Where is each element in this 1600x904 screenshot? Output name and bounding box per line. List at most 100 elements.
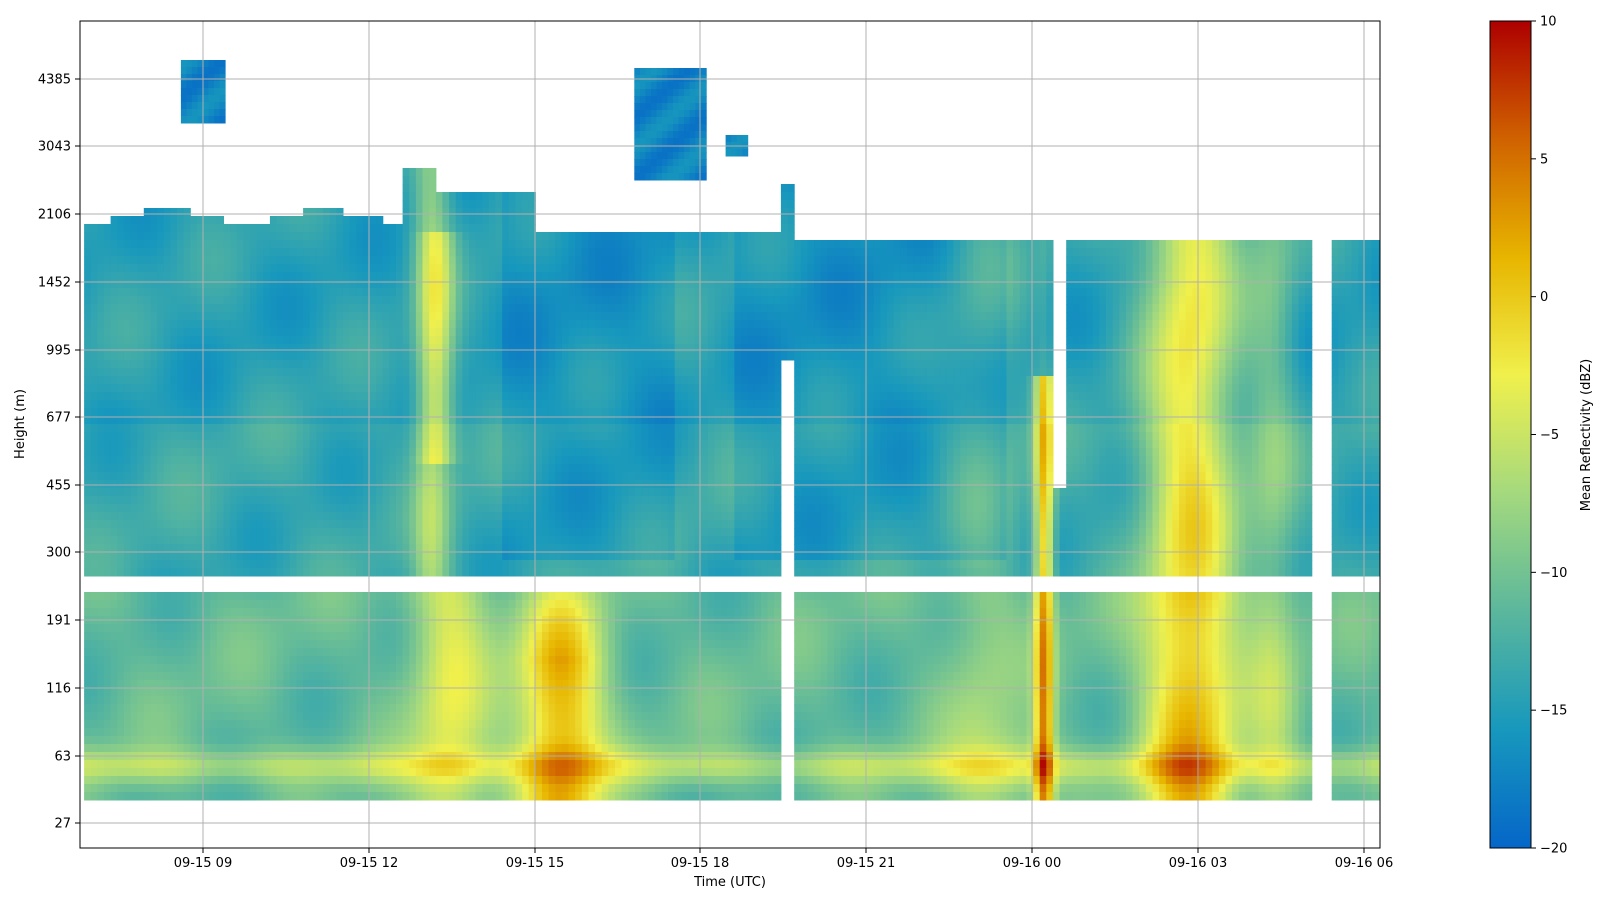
heatmap-cell	[429, 336, 437, 345]
heatmap-cell	[329, 256, 337, 265]
heatmap-cell	[502, 640, 510, 649]
heatmap-cell	[163, 680, 171, 689]
heatmap-cell	[396, 232, 404, 241]
heatmap-cell	[356, 408, 364, 417]
heatmap-cell	[382, 704, 390, 713]
heatmap-cell	[110, 560, 118, 569]
heatmap-cell	[362, 624, 370, 633]
heatmap-cell	[449, 608, 457, 617]
heatmap-cell	[435, 384, 443, 393]
heatmap-cell	[482, 432, 490, 441]
heatmap-cell	[210, 312, 218, 321]
heatmap-cell	[283, 360, 291, 369]
heatmap-cell	[342, 680, 351, 689]
heatmap-cell	[482, 456, 490, 465]
heatmap-cell	[415, 232, 424, 241]
heatmap-cell	[535, 240, 543, 249]
heatmap-cell	[323, 336, 331, 345]
heatmap-cell	[276, 384, 284, 393]
heatmap-cell	[462, 464, 470, 473]
heatmap-cell	[515, 728, 523, 737]
heatmap-cell	[243, 536, 251, 545]
heatmap-cell	[542, 248, 550, 257]
heatmap-cell	[502, 376, 510, 385]
heatmap-cell	[542, 232, 550, 241]
heatmap-cell	[369, 456, 377, 465]
heatmap-cell	[303, 640, 311, 649]
heatmap-cell	[362, 728, 370, 737]
heatmap-cell	[502, 336, 510, 345]
heatmap-cell	[508, 208, 516, 217]
heatmap-cell	[329, 408, 337, 417]
heatmap-cell	[203, 272, 211, 281]
heatmap-cell	[482, 688, 490, 697]
heatmap-cell	[276, 680, 284, 689]
heatmap-cell	[449, 688, 457, 697]
heatmap-cell	[269, 768, 278, 777]
heatmap-cell	[435, 272, 443, 281]
heatmap-cell	[289, 224, 297, 233]
heatmap-cell	[542, 432, 550, 441]
heatmap-cell	[522, 688, 530, 697]
heatmap-cell	[396, 456, 404, 465]
heatmap-cell	[236, 304, 244, 313]
heatmap-cell	[528, 536, 536, 545]
heatmap-cell	[117, 360, 125, 369]
heatmap-cell	[250, 792, 258, 801]
heatmap-cell	[376, 632, 384, 641]
heatmap-cell	[143, 488, 151, 497]
heatmap-cell	[256, 304, 264, 313]
heatmap-cell	[535, 312, 543, 321]
heatmap-cell	[329, 776, 337, 785]
heatmap-cell	[409, 488, 417, 497]
heatmap-cell	[177, 672, 185, 681]
heatmap-cell	[429, 768, 437, 777]
heatmap-cell	[269, 568, 278, 577]
heatmap-cell	[203, 344, 211, 353]
heatmap-cell	[243, 472, 251, 481]
heatmap-cell	[150, 312, 158, 321]
heatmap-cell	[190, 320, 198, 329]
heatmap-cell	[97, 440, 105, 449]
heatmap-cell	[342, 704, 351, 713]
heatmap-cell	[469, 256, 477, 265]
heatmap-cell	[349, 656, 357, 665]
heatmap-cell	[382, 592, 390, 601]
heatmap-cell	[230, 544, 238, 553]
heatmap-cell	[243, 224, 251, 233]
heatmap-cell	[522, 336, 530, 345]
heatmap-cell	[342, 672, 351, 681]
heatmap-cell	[356, 720, 364, 729]
heatmap-cell	[508, 328, 516, 337]
heatmap-cell	[376, 600, 384, 609]
heatmap-cell	[362, 768, 370, 777]
heatmap-cell	[150, 648, 158, 657]
heatmap-cell	[223, 536, 231, 545]
heatmap-cell	[482, 192, 490, 201]
heatmap-cell	[210, 216, 218, 225]
heatmap-cell	[84, 712, 92, 721]
heatmap-cell	[415, 592, 424, 601]
heatmap-cell	[415, 632, 424, 641]
heatmap-cell	[203, 776, 211, 785]
heatmap-cell	[535, 408, 543, 417]
heatmap-cell	[389, 664, 397, 673]
heatmap-cell	[289, 784, 297, 793]
heatmap-cell	[495, 216, 503, 225]
heatmap-cell	[462, 328, 470, 337]
heatmap-cell	[508, 760, 516, 769]
heatmap-cell	[376, 272, 384, 281]
heatmap-cell	[177, 472, 185, 481]
heatmap-cell	[84, 688, 92, 697]
heatmap-cell	[522, 712, 530, 721]
heatmap-cell	[488, 592, 497, 601]
heatmap-cell	[342, 760, 351, 769]
heatmap-cell	[528, 456, 536, 465]
heatmap-cell	[203, 280, 211, 289]
heatmap-cell	[389, 792, 397, 801]
heatmap-cell	[415, 280, 424, 289]
heatmap-cell	[123, 592, 132, 601]
heatmap-cell	[528, 360, 536, 369]
heatmap-cell	[90, 288, 98, 297]
heatmap-cell	[263, 688, 271, 697]
